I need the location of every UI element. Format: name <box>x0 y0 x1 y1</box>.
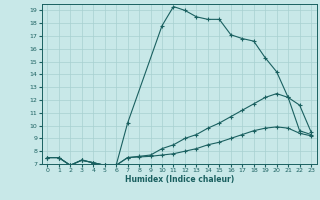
X-axis label: Humidex (Indice chaleur): Humidex (Indice chaleur) <box>124 175 234 184</box>
